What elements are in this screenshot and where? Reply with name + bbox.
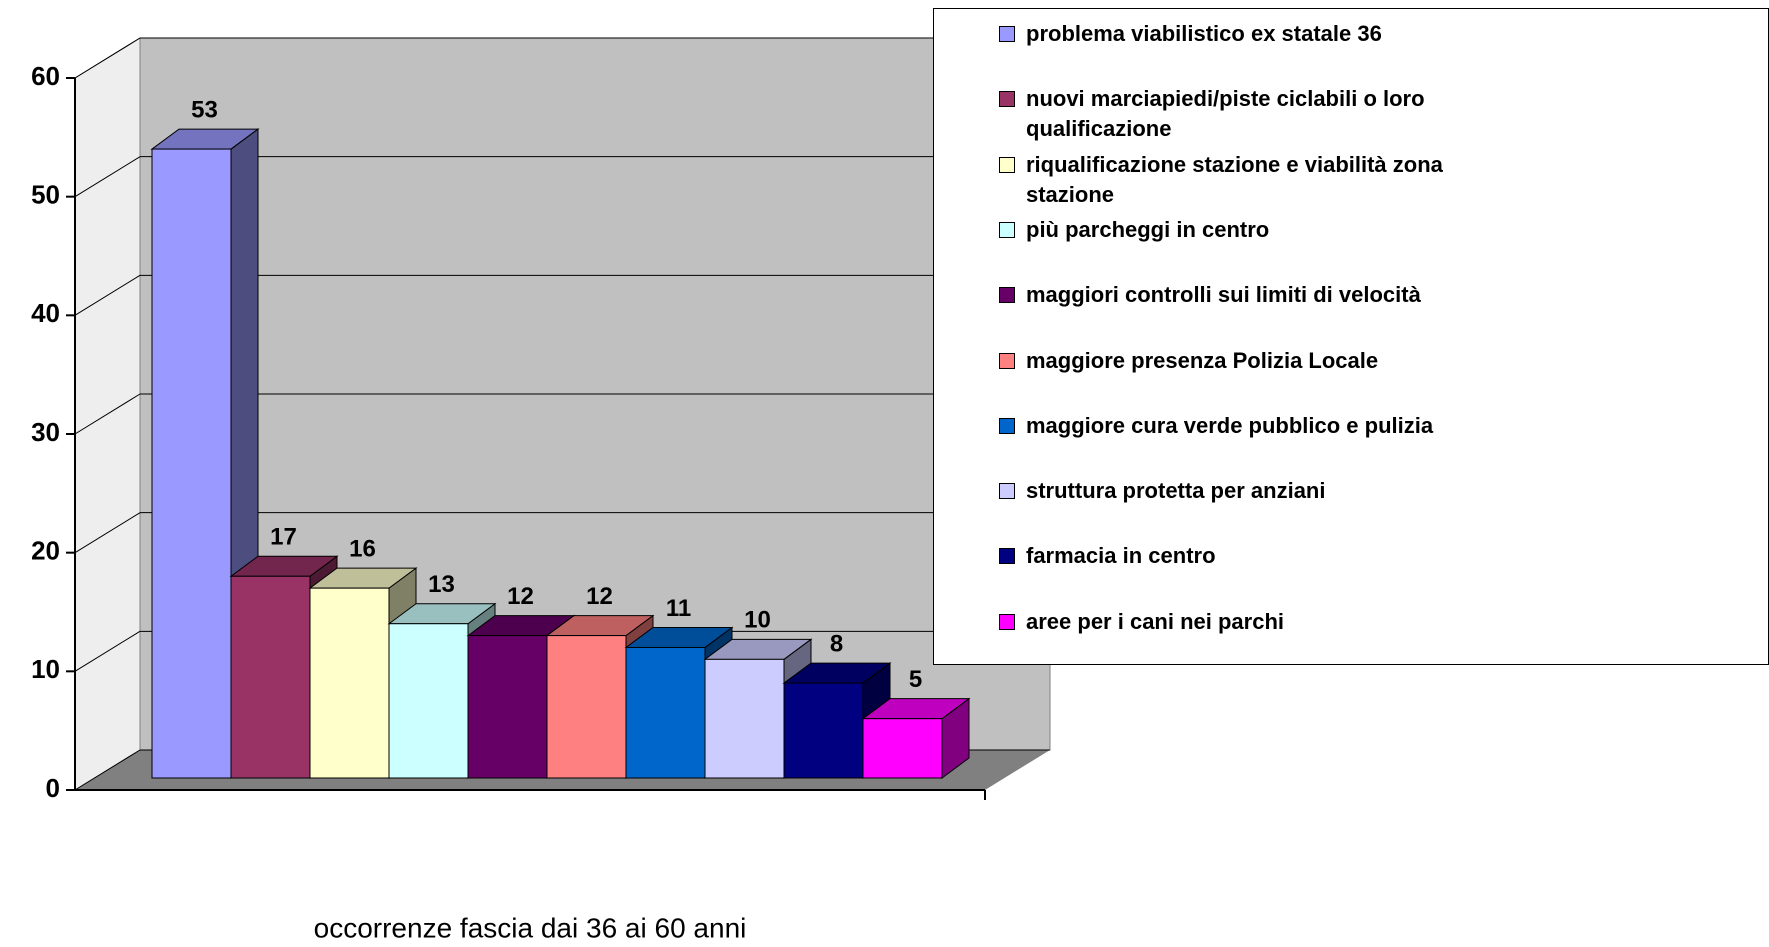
grid-line bbox=[74, 630, 141, 672]
legend-label: più parcheggi in centro bbox=[1026, 216, 1270, 242]
legend-label: problema viabilistico ex statale 36 bbox=[1026, 21, 1382, 46]
legend-label: aree per i cani nei parchi bbox=[1026, 608, 1285, 634]
y-tick-label: 30 bbox=[31, 417, 60, 447]
legend-entry: nuovi marciapiedi/piste ciclabili o loro… bbox=[999, 84, 1519, 144]
bar bbox=[309, 587, 390, 779]
y-tick-label: 20 bbox=[31, 536, 60, 566]
legend-label: struttura protetta per anziani bbox=[1026, 478, 1326, 504]
legend-entry: problema viabilistico ex statale 36 bbox=[999, 19, 1519, 49]
legend-entry: maggiori controlli sui limiti di velocit… bbox=[999, 280, 1519, 310]
legend-entry: maggiore presenza Polizia Locale bbox=[999, 346, 1519, 376]
bar bbox=[230, 575, 311, 779]
legend-swatch bbox=[999, 483, 1015, 500]
data-label: 10 bbox=[744, 607, 771, 634]
legend-swatch bbox=[999, 352, 1015, 369]
data-label: 8 bbox=[830, 630, 843, 657]
y-tick-label: 50 bbox=[31, 180, 60, 210]
legend-swatch bbox=[999, 156, 1015, 173]
legend-swatch bbox=[999, 417, 1015, 434]
legend-label: maggiore presenza Polizia Locale bbox=[1026, 347, 1379, 373]
legend-entry: farmacia in centro bbox=[999, 541, 1519, 571]
y-tick-label: 10 bbox=[31, 654, 60, 684]
legend-label: nuovi marciapiedi/piste ciclabili o loro… bbox=[1026, 86, 1425, 142]
data-label: 16 bbox=[349, 535, 376, 562]
data-label: 12 bbox=[586, 583, 613, 610]
data-label: 12 bbox=[507, 583, 534, 610]
grid-line bbox=[74, 274, 141, 316]
grid-line bbox=[74, 156, 141, 198]
grid-line bbox=[74, 512, 141, 554]
data-label: 11 bbox=[666, 595, 691, 622]
legend-entry: struttura protetta per anziani bbox=[999, 476, 1519, 506]
data-label: 5 bbox=[909, 666, 922, 693]
legend-swatch bbox=[999, 548, 1015, 565]
bar bbox=[862, 718, 943, 779]
bar bbox=[151, 148, 232, 779]
y-tick-label: 40 bbox=[31, 298, 60, 328]
data-label: 53 bbox=[191, 96, 218, 123]
grid-line bbox=[74, 393, 141, 435]
y-tick-label: 0 bbox=[46, 773, 60, 803]
bar bbox=[783, 682, 864, 779]
grid-line bbox=[74, 749, 141, 791]
legend-entry: riqualificazione stazione e viabilità zo… bbox=[999, 150, 1519, 210]
bar bbox=[625, 646, 706, 779]
bar bbox=[467, 635, 548, 779]
legend-label: maggiore cura verde pubblico e pulizia bbox=[1026, 412, 1434, 438]
bar bbox=[388, 623, 469, 779]
legend-entry: aree per i cani nei parchi bbox=[999, 607, 1519, 637]
legend-swatch bbox=[999, 91, 1015, 108]
x-axis-label: occorrenze fascia dai 36 ai 60 anni bbox=[314, 912, 747, 943]
data-label: 17 bbox=[270, 524, 297, 551]
legend-label: farmacia in centro bbox=[1026, 543, 1216, 569]
bar bbox=[546, 635, 627, 779]
bar bbox=[704, 658, 785, 779]
grid-line bbox=[74, 37, 141, 79]
legend: problema viabilistico ex statale 36 nuovi… bbox=[933, 8, 1769, 665]
legend-label: maggiori controlli sui limiti di velocit… bbox=[1026, 282, 1421, 308]
legend-swatch bbox=[999, 26, 1015, 42]
data-label: 13 bbox=[428, 571, 455, 598]
legend-entry: maggiore cura verde pubblico e pulizia bbox=[999, 411, 1519, 441]
legend-label: riqualificazione stazione e viabilità zo… bbox=[1026, 151, 1443, 207]
legend-entry: più parcheggi in centro bbox=[999, 215, 1519, 245]
legend-swatch bbox=[999, 221, 1015, 238]
legend-swatch bbox=[999, 287, 1015, 304]
y-tick-label: 60 bbox=[31, 61, 60, 91]
legend-swatch bbox=[999, 613, 1015, 630]
